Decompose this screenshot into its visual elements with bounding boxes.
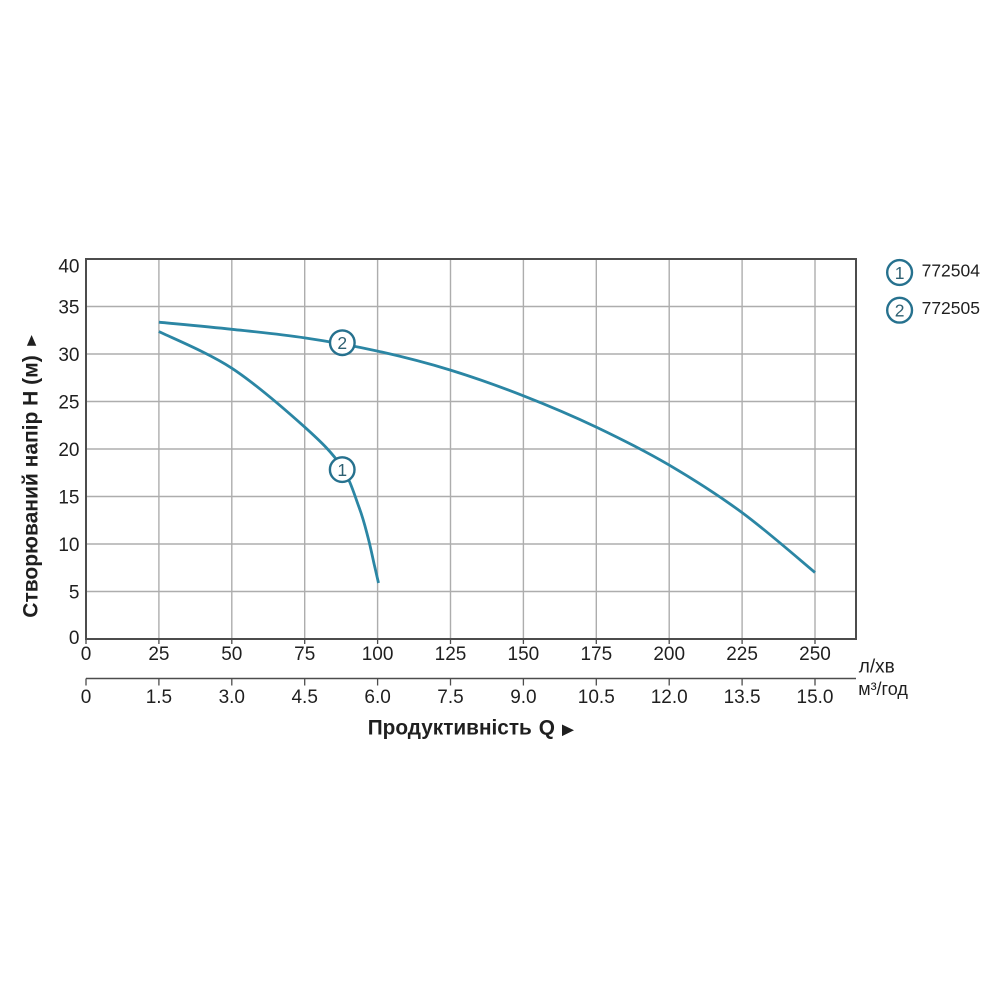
svg-text:772504: 772504 bbox=[922, 260, 981, 280]
svg-text:25: 25 bbox=[148, 644, 169, 665]
svg-text:30: 30 bbox=[58, 345, 79, 366]
svg-text:125: 125 bbox=[435, 644, 467, 665]
svg-text:40: 40 bbox=[58, 256, 79, 277]
svg-text:5: 5 bbox=[69, 583, 80, 604]
svg-text:175: 175 bbox=[580, 644, 612, 665]
svg-text:7.5: 7.5 bbox=[437, 687, 463, 708]
svg-text:4.5: 4.5 bbox=[291, 687, 317, 708]
svg-text:75: 75 bbox=[294, 644, 315, 665]
svg-text:Створюваний напір H (м): Створюваний напір H (м) bbox=[20, 355, 43, 617]
svg-text:л/хв: л/хв bbox=[859, 657, 895, 678]
svg-text:2: 2 bbox=[895, 300, 905, 320]
svg-text:Q: Q bbox=[539, 717, 555, 740]
svg-text:12.0: 12.0 bbox=[651, 687, 688, 708]
svg-text:3.0: 3.0 bbox=[219, 687, 245, 708]
svg-text:2: 2 bbox=[337, 333, 347, 353]
svg-text:0: 0 bbox=[69, 628, 80, 649]
svg-text:Продуктивність: Продуктивність bbox=[368, 717, 532, 740]
svg-text:20: 20 bbox=[58, 440, 79, 461]
svg-text:0: 0 bbox=[81, 644, 92, 665]
svg-text:13.5: 13.5 bbox=[724, 687, 761, 708]
svg-text:50: 50 bbox=[221, 644, 242, 665]
svg-text:100: 100 bbox=[362, 644, 394, 665]
svg-text:15.0: 15.0 bbox=[797, 687, 834, 708]
svg-text:35: 35 bbox=[58, 298, 79, 319]
svg-text:1: 1 bbox=[895, 263, 905, 283]
svg-text:10: 10 bbox=[58, 535, 79, 556]
svg-text:6.0: 6.0 bbox=[364, 687, 390, 708]
svg-text:15: 15 bbox=[58, 488, 79, 509]
svg-text:1: 1 bbox=[337, 460, 347, 480]
svg-text:200: 200 bbox=[653, 644, 685, 665]
svg-text:9.0: 9.0 bbox=[510, 687, 536, 708]
svg-text:150: 150 bbox=[508, 644, 540, 665]
svg-text:10.5: 10.5 bbox=[578, 687, 615, 708]
svg-text:м³/год: м³/год bbox=[858, 679, 908, 699]
svg-text:225: 225 bbox=[726, 644, 758, 665]
svg-text:0: 0 bbox=[81, 687, 92, 708]
svg-text:772505: 772505 bbox=[922, 298, 980, 318]
svg-text:1.5: 1.5 bbox=[146, 687, 172, 708]
svg-text:250: 250 bbox=[799, 644, 831, 665]
svg-text:25: 25 bbox=[58, 393, 79, 414]
